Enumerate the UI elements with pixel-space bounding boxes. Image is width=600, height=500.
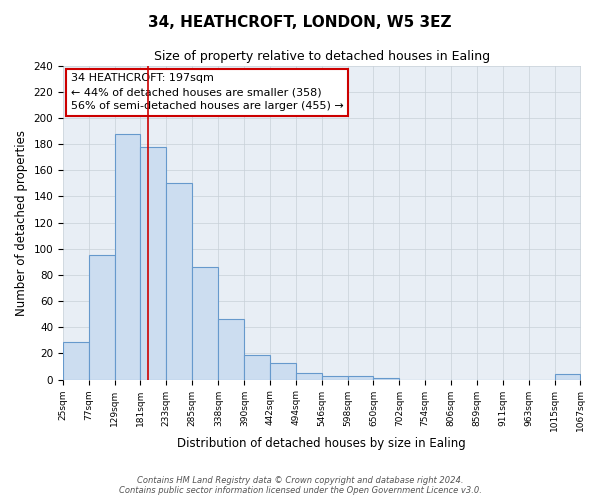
Bar: [63, 342, 89, 380]
Bar: [322, 376, 347, 380]
Bar: [140, 146, 166, 380]
Bar: [373, 378, 399, 380]
Bar: [115, 134, 140, 380]
Y-axis label: Number of detached properties: Number of detached properties: [15, 130, 28, 316]
Bar: [347, 376, 373, 380]
Title: Size of property relative to detached houses in Ealing: Size of property relative to detached ho…: [154, 50, 490, 63]
X-axis label: Distribution of detached houses by size in Ealing: Distribution of detached houses by size …: [178, 437, 466, 450]
Text: 34 HEATHCROFT: 197sqm
← 44% of detached houses are smaller (358)
56% of semi-det: 34 HEATHCROFT: 197sqm ← 44% of detached …: [71, 74, 344, 112]
Bar: [166, 184, 192, 380]
Bar: [244, 354, 270, 380]
Bar: [218, 320, 244, 380]
Bar: [296, 373, 322, 380]
Bar: [89, 256, 115, 380]
Bar: [192, 267, 218, 380]
Text: 34, HEATHCROFT, LONDON, W5 3EZ: 34, HEATHCROFT, LONDON, W5 3EZ: [148, 15, 452, 30]
Text: Contains HM Land Registry data © Crown copyright and database right 2024.
Contai: Contains HM Land Registry data © Crown c…: [119, 476, 481, 495]
Bar: [554, 374, 580, 380]
Bar: [270, 362, 296, 380]
